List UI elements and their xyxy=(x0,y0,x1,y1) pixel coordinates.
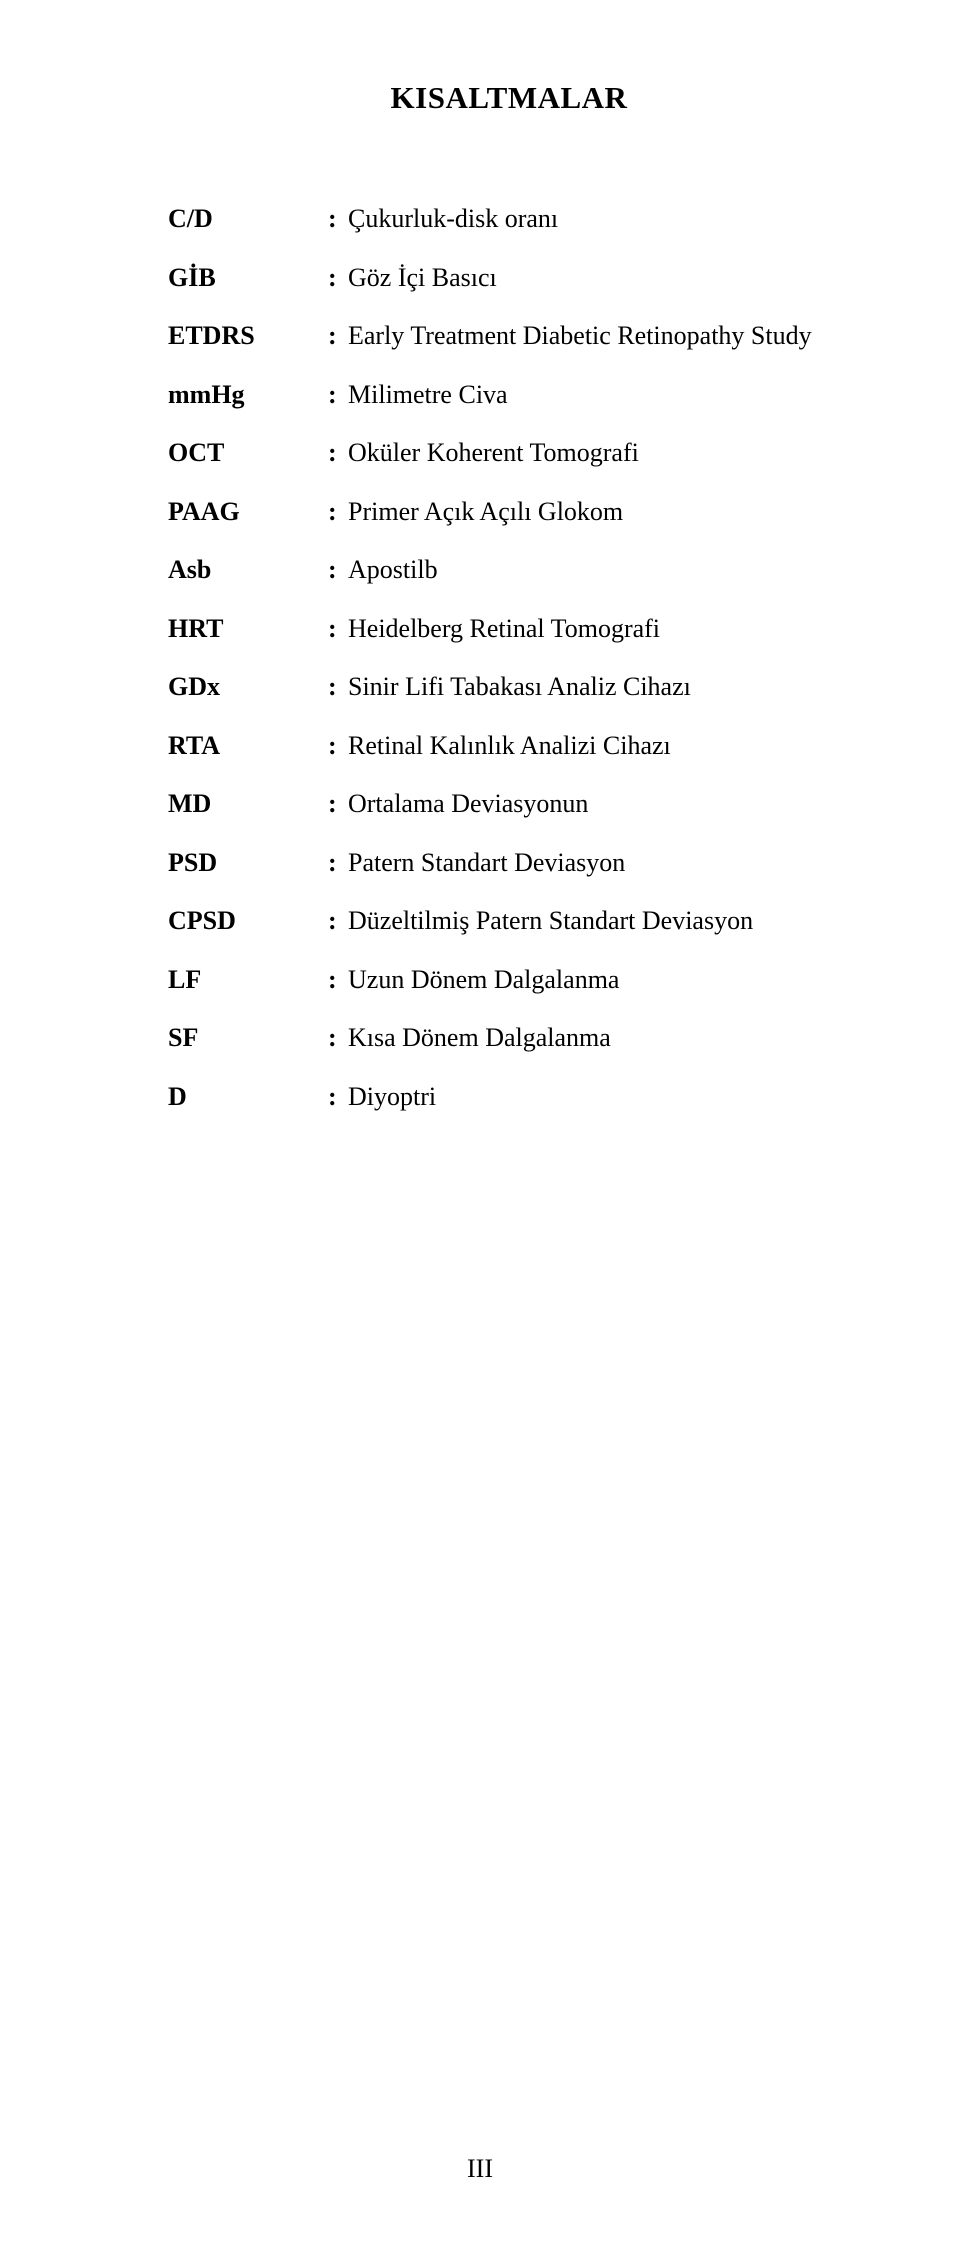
abbreviation-entry: LF : Uzun Dönem Dalgalanma xyxy=(168,967,850,993)
abbreviation-definition: Kısa Dönem Dalgalanma xyxy=(348,1025,850,1051)
abbreviation-term: GDx xyxy=(168,674,328,700)
abbreviation-definition: Apostilb xyxy=(348,557,850,583)
abbreviation-definition: Uzun Dönem Dalgalanma xyxy=(348,967,850,993)
colon-icon: : xyxy=(328,908,348,934)
colon-icon: : xyxy=(328,791,348,817)
colon-icon: : xyxy=(328,1084,348,1110)
abbreviation-term: MD xyxy=(168,791,328,817)
abbreviation-entry: HRT : Heidelberg Retinal Tomografi xyxy=(168,616,850,642)
colon-icon: : xyxy=(328,382,348,408)
abbreviation-definition: Primer Açık Açılı Glokom xyxy=(348,499,850,525)
abbreviation-entry: CPSD : Düzeltilmiş Patern Standart Devia… xyxy=(168,908,850,934)
page-title: KISALTMALAR xyxy=(168,80,850,116)
colon-icon: : xyxy=(328,1025,348,1051)
abbreviation-entry: RTA : Retinal Kalınlık Analizi Cihazı xyxy=(168,733,850,759)
colon-icon: : xyxy=(328,323,348,349)
abbreviation-definition: Düzeltilmiş Patern Standart Deviasyon xyxy=(348,908,850,934)
abbreviation-definition: Çukurluk-disk oranı xyxy=(348,206,850,232)
abbreviation-term: CPSD xyxy=(168,908,328,934)
abbreviation-term: C/D xyxy=(168,206,328,232)
abbreviation-entry: PSD : Patern Standart Deviasyon xyxy=(168,850,850,876)
abbreviation-definition: Oküler Koherent Tomografi xyxy=(348,440,850,466)
abbreviation-term: HRT xyxy=(168,616,328,642)
abbreviation-term: GİB xyxy=(168,265,328,291)
abbreviation-definition: Retinal Kalınlık Analizi Cihazı xyxy=(348,733,850,759)
colon-icon: : xyxy=(328,850,348,876)
abbreviation-term: PSD xyxy=(168,850,328,876)
abbreviation-definition: Milimetre Civa xyxy=(348,382,850,408)
document-page: KISALTMALAR C/D : Çukurluk-disk oranı Gİ… xyxy=(0,0,960,2264)
colon-icon: : xyxy=(328,440,348,466)
abbreviation-definition: Diyoptri xyxy=(348,1084,850,1110)
abbreviation-definition: Patern Standart Deviasyon xyxy=(348,850,850,876)
abbreviation-term: OCT xyxy=(168,440,328,466)
colon-icon: : xyxy=(328,499,348,525)
abbreviation-entry: GİB : Göz İçi Basıcı xyxy=(168,265,850,291)
colon-icon: : xyxy=(328,557,348,583)
abbreviation-term: LF xyxy=(168,967,328,993)
abbreviation-entry: ETDRS : Early Treatment Diabetic Retinop… xyxy=(168,323,850,349)
abbreviation-term: SF xyxy=(168,1025,328,1051)
colon-icon: : xyxy=(328,674,348,700)
abbreviation-definition: Göz İçi Basıcı xyxy=(348,265,850,291)
colon-icon: : xyxy=(328,733,348,759)
abbreviation-term: mmHg xyxy=(168,382,328,408)
abbreviation-entry: PAAG : Primer Açık Açılı Glokom xyxy=(168,499,850,525)
colon-icon: : xyxy=(328,967,348,993)
abbreviation-term: Asb xyxy=(168,557,328,583)
abbreviation-term: ETDRS xyxy=(168,323,328,349)
abbreviation-entry: MD : Ortalama Deviasyonun xyxy=(168,791,850,817)
abbreviation-term: D xyxy=(168,1084,328,1110)
page-number: III xyxy=(0,2154,960,2184)
abbreviation-list: C/D : Çukurluk-disk oranı GİB : Göz İçi … xyxy=(168,206,850,1110)
abbreviation-entry: OCT : Oküler Koherent Tomografi xyxy=(168,440,850,466)
abbreviation-term: PAAG xyxy=(168,499,328,525)
abbreviation-definition: Sinir Lifi Tabakası Analiz Cihazı xyxy=(348,674,850,700)
abbreviation-entry: GDx : Sinir Lifi Tabakası Analiz Cihazı xyxy=(168,674,850,700)
abbreviation-term: RTA xyxy=(168,733,328,759)
abbreviation-entry: SF : Kısa Dönem Dalgalanma xyxy=(168,1025,850,1051)
abbreviation-entry: C/D : Çukurluk-disk oranı xyxy=(168,206,850,232)
abbreviation-entry: mmHg : Milimetre Civa xyxy=(168,382,850,408)
abbreviation-entry: Asb : Apostilb xyxy=(168,557,850,583)
abbreviation-entry: D : Diyoptri xyxy=(168,1084,850,1110)
colon-icon: : xyxy=(328,616,348,642)
abbreviation-definition: Heidelberg Retinal Tomografi xyxy=(348,616,850,642)
colon-icon: : xyxy=(328,206,348,232)
colon-icon: : xyxy=(328,265,348,291)
abbreviation-definition: Early Treatment Diabetic Retinopathy Stu… xyxy=(348,323,850,349)
abbreviation-definition: Ortalama Deviasyonun xyxy=(348,791,850,817)
